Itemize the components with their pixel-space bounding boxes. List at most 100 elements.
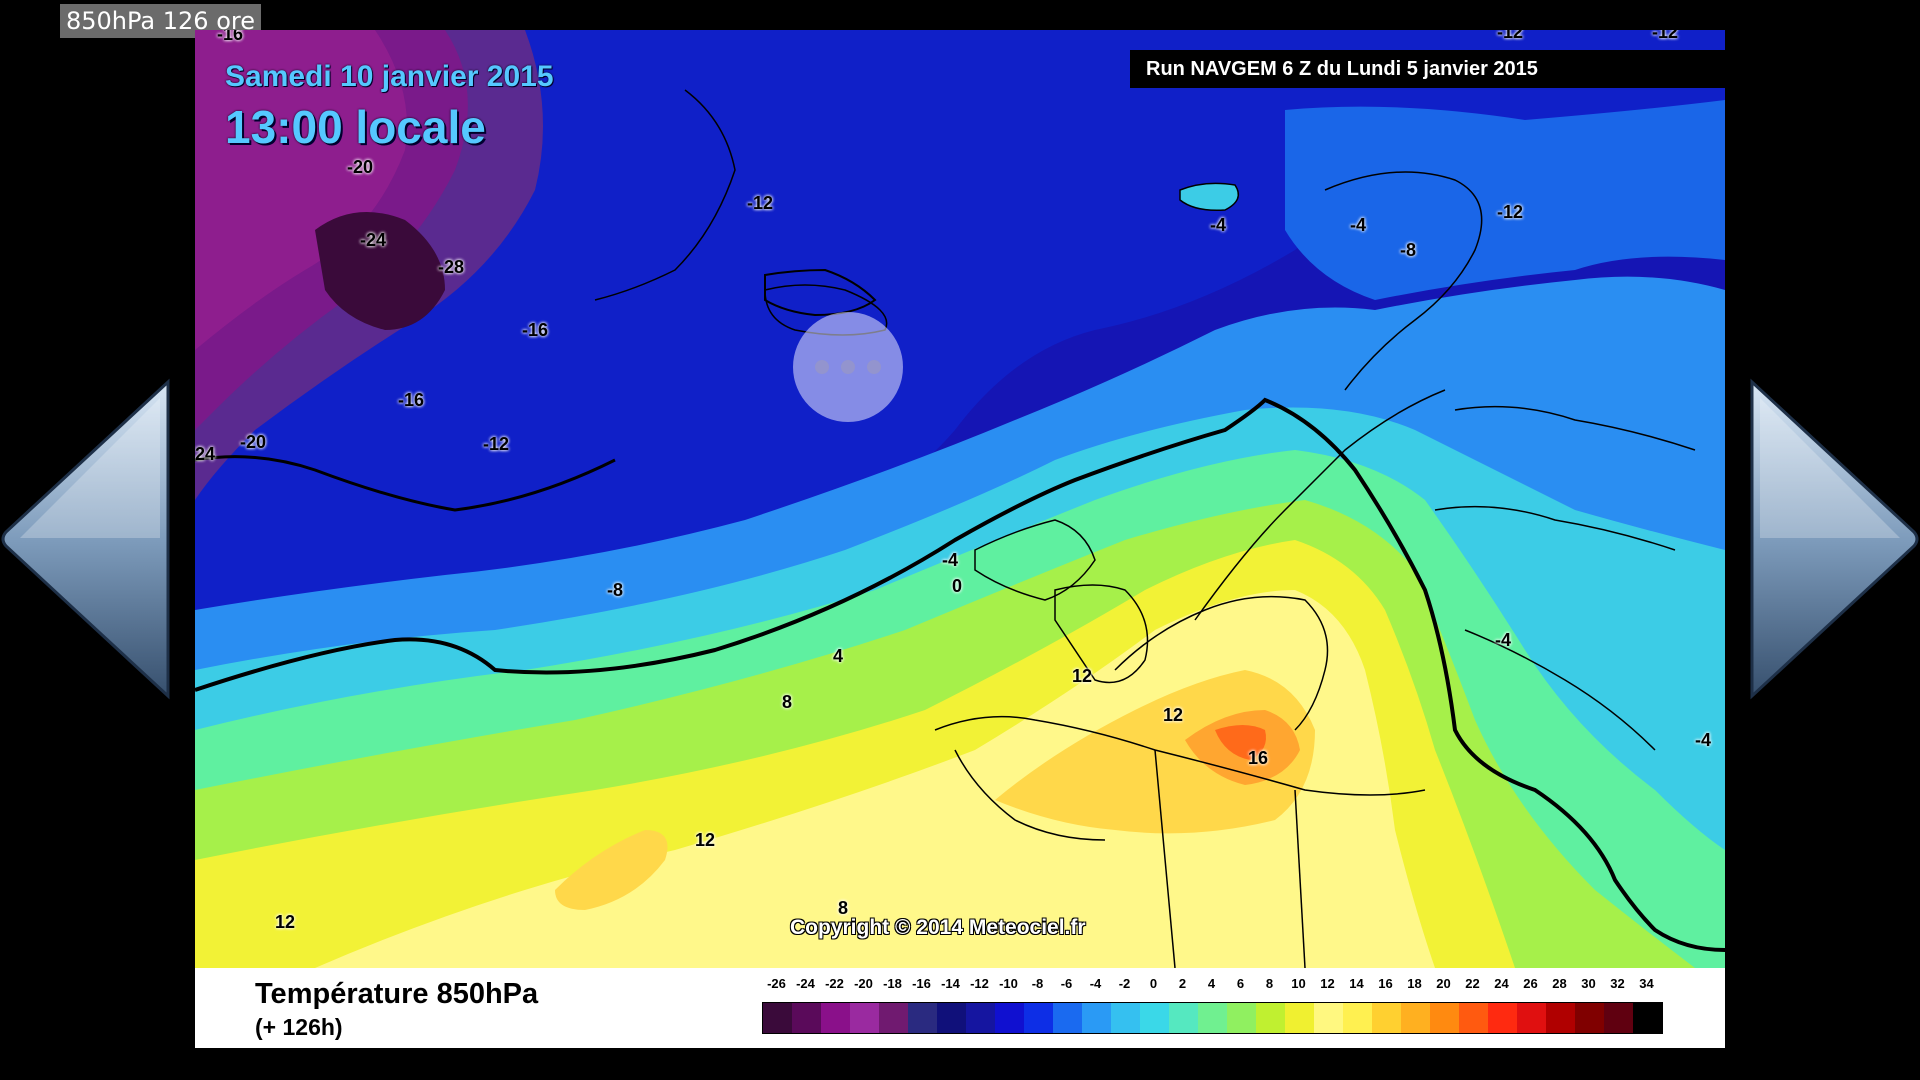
color-scale-label: 32 [1610, 976, 1625, 991]
color-swatch [1401, 1003, 1430, 1033]
temperature-field [195, 30, 1725, 968]
contour-label: 24 [195, 444, 216, 464]
color-scale-label: 10 [1291, 976, 1306, 991]
contour-label: 16 [1248, 748, 1269, 768]
contour-label: -28 [438, 257, 465, 277]
color-scale-label: -20 [854, 976, 873, 991]
copyright-text: Copyright © 2014 Meteociel.fr [790, 916, 1086, 939]
color-swatch [879, 1003, 908, 1033]
legend-title: Température 850hPa [255, 978, 539, 1010]
color-scale-label: 20 [1436, 976, 1451, 991]
weather-map: -16 -12 -12 -20 -24 -28 -12 -16 -16 -20 … [195, 30, 1725, 1048]
color-scale-label: 22 [1465, 976, 1480, 991]
model-run-label: Run NAVGEM 6 Z du Lundi 5 janvier 2015 [1130, 50, 1725, 88]
contour-label: -4 [1350, 215, 1367, 235]
color-swatch [1314, 1003, 1343, 1033]
color-swatch [1082, 1003, 1111, 1033]
color-scale-label: -26 [767, 976, 786, 991]
color-scale-label: 12 [1320, 976, 1335, 991]
color-swatch [1227, 1003, 1256, 1033]
color-swatch [1285, 1003, 1314, 1033]
color-swatch [1488, 1003, 1517, 1033]
legend: Température 850hPa (+ 126h) -26 -24 -22 -20… [195, 968, 1725, 1048]
contour-label: -16 [398, 390, 425, 410]
window-title: 850hPa 126 ore [60, 4, 261, 38]
color-swatch [1459, 1003, 1488, 1033]
contour-label: -20 [240, 432, 267, 452]
color-swatch [821, 1003, 850, 1033]
contour-label: -4 [1495, 630, 1512, 650]
color-swatch [1546, 1003, 1575, 1033]
color-scale: -26 -24 -22 -20 -18 -16 -14 -12 -10 -8 -6 -4 -2 0 2 4 6 8… [762, 976, 1692, 1038]
color-swatch [1198, 1003, 1227, 1033]
color-scale-label: -6 [1060, 976, 1073, 991]
contour-label: 12 [1163, 705, 1184, 725]
contour-label: -12 [1497, 30, 1524, 42]
color-scale-label: -16 [912, 976, 931, 991]
color-scale-label: 16 [1378, 976, 1393, 991]
color-swatch [1604, 1003, 1633, 1033]
contour-label: -4 [1210, 215, 1227, 235]
color-swatch [1343, 1003, 1372, 1033]
contour-label: -24 [360, 230, 387, 250]
color-swatch [1111, 1003, 1140, 1033]
contour-label: -4 [942, 550, 959, 570]
contour-label: 8 [782, 692, 793, 712]
color-swatch [937, 1003, 966, 1033]
contour-label: 0 [952, 576, 963, 596]
contour-label: -4 [1695, 730, 1712, 750]
contour-label: -12 [483, 434, 510, 454]
color-scale-label: -8 [1031, 976, 1044, 991]
color-swatch [763, 1003, 792, 1033]
color-scale-label: -22 [825, 976, 844, 991]
color-swatch [908, 1003, 937, 1033]
color-scale-label: 6 [1236, 976, 1245, 991]
color-scale-label: -14 [941, 976, 960, 991]
contour-label: 8 [838, 898, 849, 918]
contour-label: -16 [522, 320, 549, 340]
contour-label: -12 [747, 193, 774, 213]
loading-indicator[interactable] [793, 312, 903, 422]
forecast-date: Samedi 10 janvier 2015 [225, 60, 554, 93]
color-scale-label: 4 [1207, 976, 1216, 991]
next-arrow-button[interactable] [1740, 378, 1920, 700]
color-scale-label: -4 [1089, 976, 1102, 991]
color-swatch [1372, 1003, 1401, 1033]
color-swatch [1024, 1003, 1053, 1033]
color-scale-label: -2 [1118, 976, 1131, 991]
color-swatch [1517, 1003, 1546, 1033]
contour-label: -12 [1652, 30, 1679, 42]
contour-label: -8 [1400, 240, 1417, 260]
color-scale-label: 26 [1523, 976, 1538, 991]
color-scale-label: 34 [1639, 976, 1654, 991]
color-scale-label: 14 [1349, 976, 1364, 991]
color-scale-label: 0 [1149, 976, 1158, 991]
color-scale-label: -24 [796, 976, 815, 991]
color-swatch [1633, 1003, 1662, 1033]
color-swatch [1169, 1003, 1198, 1033]
color-scale-label: 2 [1178, 976, 1187, 991]
color-scale-label: 28 [1552, 976, 1567, 991]
contour-label: -20 [347, 157, 374, 177]
color-swatch [1575, 1003, 1604, 1033]
color-scale-label: 18 [1407, 976, 1422, 991]
color-swatch [1256, 1003, 1285, 1033]
contour-label: 12 [275, 912, 296, 932]
contour-label: -8 [607, 580, 624, 600]
color-scale-label: 8 [1265, 976, 1274, 991]
contour-label: 4 [833, 646, 844, 666]
color-scale-label: -18 [883, 976, 902, 991]
contour-label: 12 [1072, 666, 1093, 686]
contour-label: 12 [695, 830, 716, 850]
color-swatch [850, 1003, 879, 1033]
color-scale-label: 30 [1581, 976, 1596, 991]
color-swatch [1053, 1003, 1082, 1033]
color-scale-label: -12 [970, 976, 989, 991]
legend-subtitle: (+ 126h) [255, 1014, 343, 1040]
previous-arrow-button[interactable] [0, 378, 180, 700]
contour-label: -12 [1497, 202, 1524, 222]
color-scale-label: -10 [999, 976, 1018, 991]
contour-label: -16 [217, 30, 244, 44]
color-swatch [966, 1003, 995, 1033]
color-scale-labels: -26 -24 -22 -20 -18 -16 -14 -12 -10 -8 -6 -4 -2 0 2 4 6 8… [762, 976, 1692, 996]
